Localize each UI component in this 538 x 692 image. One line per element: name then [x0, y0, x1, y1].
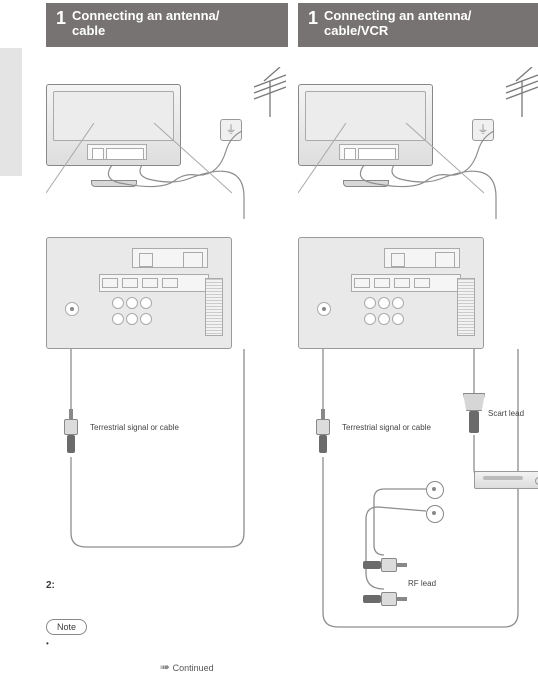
coax-label-left: Terrestrial signal or cable — [90, 423, 210, 432]
headphone-jack-icon — [317, 302, 331, 316]
continued-indicator: ➠ Continued — [160, 660, 214, 674]
rca-jacks-icon — [111, 296, 153, 328]
rca-jacks-icon — [363, 296, 405, 328]
scart-plug-icon — [463, 393, 485, 433]
coax-plug-icon — [314, 409, 332, 453]
continued-label: Continued — [173, 663, 214, 673]
io-row-top — [384, 248, 460, 268]
scart-label: Scart lead — [488, 409, 524, 418]
vcr-icon — [474, 471, 538, 489]
zoom-lines-left — [46, 123, 288, 197]
column-left: 1 Connecting an antenna/ cable ⏚ — [46, 3, 288, 559]
wire-diagram-right: Terrestrial signal or cable Scart lead R… — [298, 349, 538, 629]
step-header-left: 1 Connecting an antenna/ cable — [46, 3, 288, 47]
bottom-notes: 2: Note — [46, 580, 286, 639]
step-header-right: 1 Connecting an antenna/ cable/VCR — [298, 3, 538, 47]
coax-plug-icon — [62, 409, 80, 453]
step-title-left: Connecting an antenna/ cable — [72, 8, 219, 38]
rf-plug-icon — [363, 590, 407, 608]
zoom-panel-left — [46, 237, 232, 349]
wire-diagram-left: Terrestrial signal or cable — [46, 349, 288, 559]
rf-jack-icon — [426, 505, 444, 523]
zoom-panel-right — [298, 237, 484, 349]
side-tab — [0, 48, 22, 176]
rf-label: RF lead — [408, 579, 436, 588]
rf-plug-icon — [363, 556, 407, 574]
rf-jack-icon — [426, 481, 444, 499]
io-row-mid — [351, 274, 461, 292]
scart-socket-icon — [457, 278, 475, 336]
zoom-lines-right — [298, 123, 538, 197]
io-row-mid — [99, 274, 209, 292]
step-number-left: 1 — [56, 9, 66, 27]
headphone-jack-icon — [65, 302, 79, 316]
step-number-right: 1 — [308, 9, 318, 27]
coax-label-right: Terrestrial signal or cable — [342, 423, 442, 432]
step-title-right: Connecting an antenna/ cable/VCR — [324, 8, 471, 38]
arrow-right-icon: ➠ — [160, 660, 170, 674]
column-right: 1 Connecting an antenna/ cable/VCR ⏚ — [298, 3, 538, 629]
scart-socket-icon — [205, 278, 223, 336]
note-badge: Note — [46, 619, 87, 635]
section-2-heading: 2: — [46, 580, 286, 591]
io-row-top — [132, 248, 208, 268]
